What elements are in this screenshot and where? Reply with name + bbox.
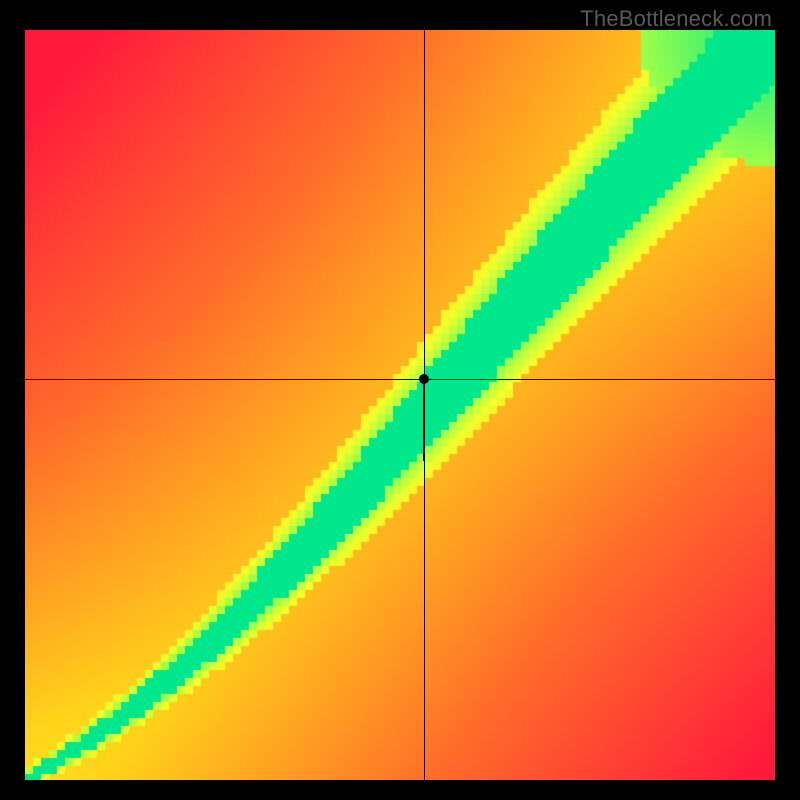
marker-stem — [423, 379, 425, 462]
chart-container: { "watermark": "TheBottleneck.com", "can… — [0, 0, 800, 800]
crosshair-horizontal — [25, 379, 775, 380]
marker-dot — [419, 374, 429, 384]
bottleneck-heatmap — [25, 30, 775, 780]
watermark-text: TheBottleneck.com — [580, 6, 772, 32]
